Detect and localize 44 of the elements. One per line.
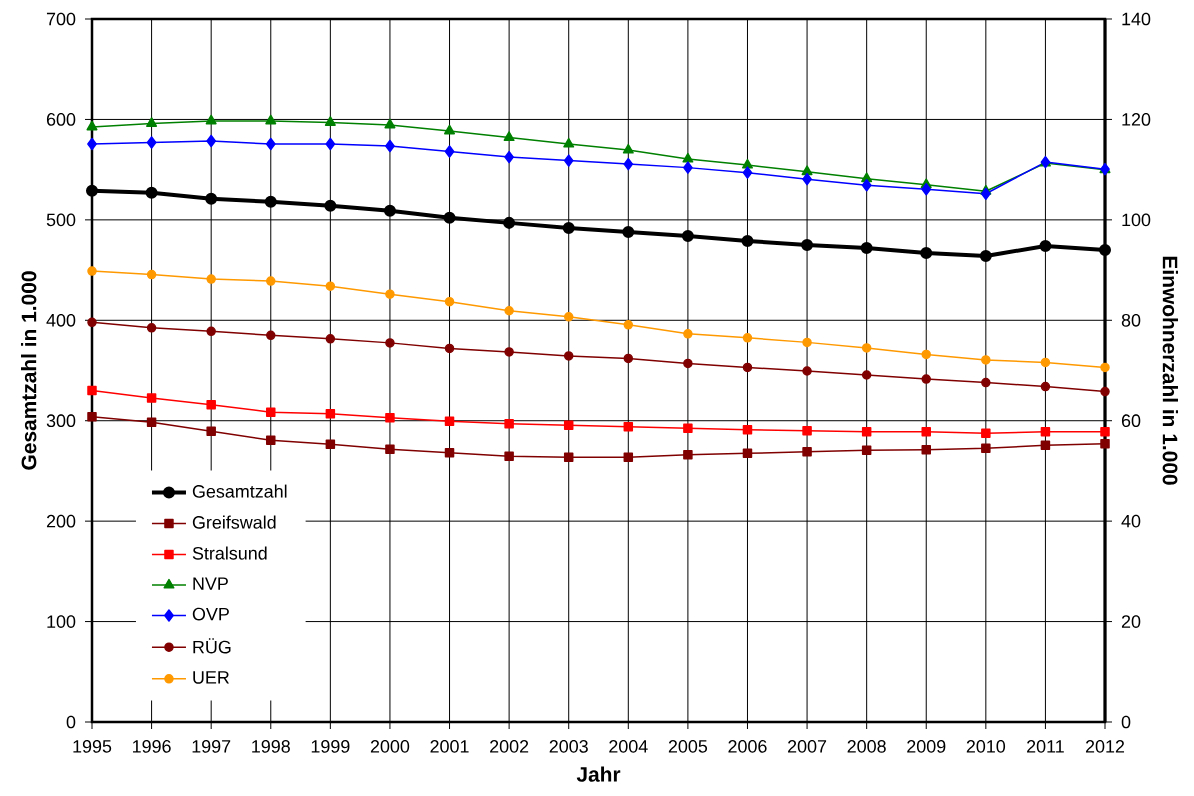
y2-tick-label: 120	[1122, 113, 1151, 126]
y-tick-label: 100	[47, 615, 76, 628]
x-tick-label: 2006	[728, 740, 767, 753]
x-tick-label: 2000	[370, 740, 410, 753]
y-axis-title: Gesamtzahl in 1.000	[21, 271, 37, 470]
y2-tick-label: 60	[1121, 414, 1141, 428]
x-tick-label: 2003	[549, 740, 588, 753]
y-tick-label: 600	[46, 113, 76, 126]
x-tick-label: 2005	[668, 740, 708, 753]
x-tick-label: 2004	[609, 740, 648, 753]
x-tick-label: 2011	[1027, 740, 1064, 753]
legend-label: Gesamtzahl	[192, 484, 287, 498]
x-tick-label: 2008	[847, 740, 886, 753]
x-tick-label: 2001	[430, 740, 469, 753]
legend-label: OVP	[192, 607, 229, 621]
x-tick-label: 1997	[192, 740, 231, 753]
y-tick-label: 200	[46, 514, 76, 528]
x-tick-label: 2012	[1085, 740, 1125, 753]
y2-tick-label: 140	[1122, 12, 1151, 26]
y2-tick-label: 40	[1121, 514, 1141, 528]
y-tick-label: 500	[46, 213, 76, 227]
x-tick-label: 2002	[490, 740, 529, 753]
legend-label: Stralsund	[192, 546, 267, 560]
x-tick-label: 1995	[73, 740, 112, 753]
legend-label: NVP	[193, 577, 228, 590]
y2-tick-label: 0	[1121, 715, 1131, 729]
y-tick-label: 0	[66, 715, 76, 729]
x-axis-title: Jahr	[576, 766, 621, 782]
y2-tick-label: 80	[1121, 313, 1141, 327]
x-tick-label: 2009	[907, 740, 946, 753]
legend-label: UER	[193, 671, 229, 684]
y-tick-label: 300	[46, 414, 76, 428]
y2-axis-title: Einwohnerzahl in 1.000	[1162, 256, 1179, 485]
y2-tick-label: 100	[1122, 213, 1151, 227]
y-tick-label: 700	[46, 12, 76, 26]
legend-label: RÜG	[193, 638, 231, 654]
x-tick-label: 2010	[966, 740, 1006, 753]
y2-tick-label: 20	[1121, 615, 1141, 628]
x-tick-label: 1998	[252, 740, 290, 753]
x-tick-label: 1996	[133, 740, 171, 753]
legend-label: Greifswald	[192, 515, 276, 529]
x-tick-label: 1999	[311, 740, 350, 753]
x-tick-label: 2007	[788, 740, 827, 753]
y-tick-label: 400	[46, 313, 76, 327]
